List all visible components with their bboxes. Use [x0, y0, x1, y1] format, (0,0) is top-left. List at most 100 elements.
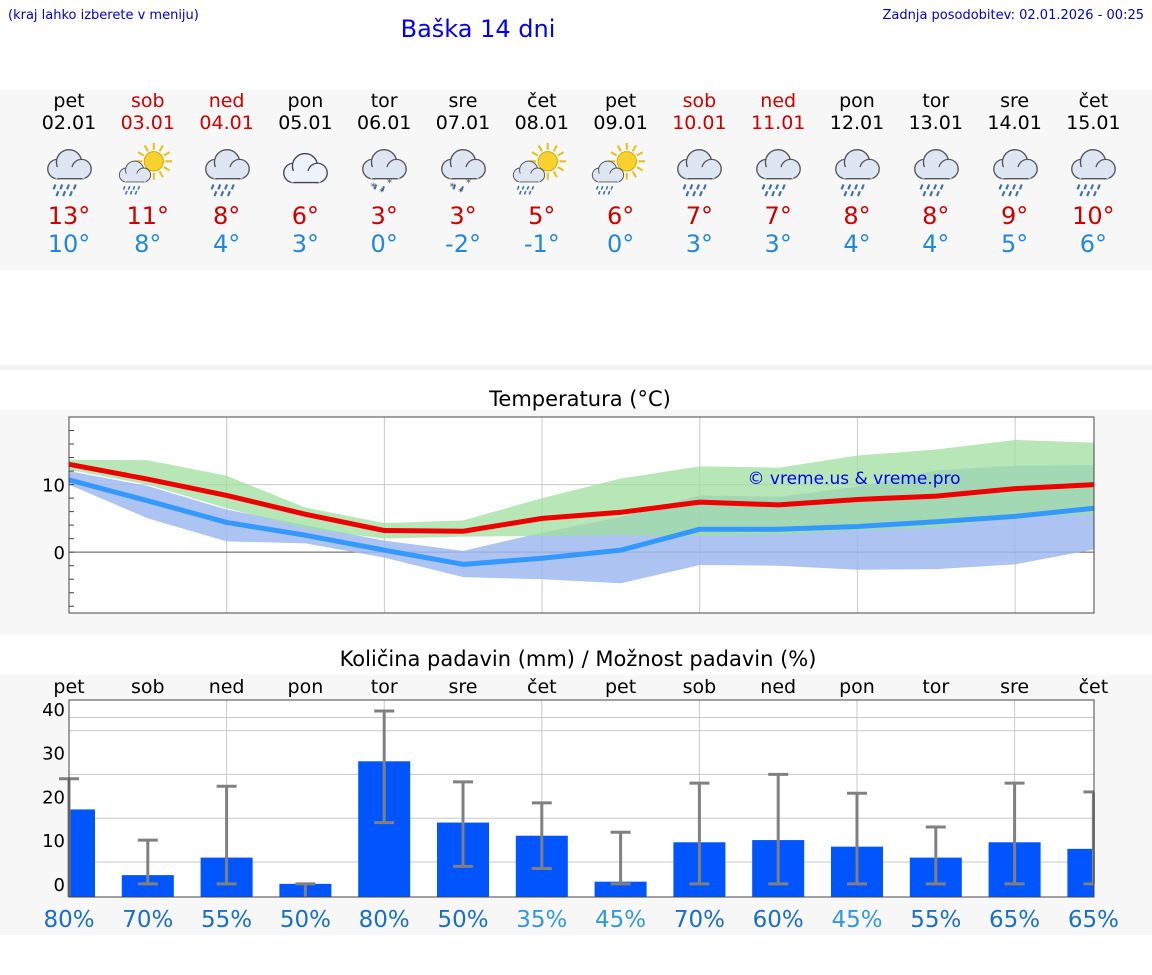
day-date: 05.01 [278, 112, 333, 134]
day-name: sre [1000, 90, 1030, 112]
day-column: pon 12.01 8° 4° [818, 90, 896, 258]
day-date: 14.01 [987, 112, 1042, 134]
day-name: pet [53, 90, 85, 112]
temp-min: 4° [212, 230, 241, 258]
day-date: 03.01 [120, 112, 175, 134]
temp-min: 10° [47, 230, 91, 258]
day-name: pon [287, 90, 324, 112]
precip-bar [594, 881, 647, 897]
day-column: sob 10.01 7° 3° [660, 90, 738, 258]
temp-max: 9° [1000, 202, 1029, 230]
location-hint: (kraj lahko izberete v meniju) [8, 8, 199, 23]
temp-max: 3° [370, 202, 398, 230]
temperature-chart-title: Temperatura (°C) [489, 387, 671, 411]
sun-cloud-rain-icon [591, 142, 645, 195]
day-date: 12.01 [829, 112, 885, 134]
temp-min: 8° [134, 230, 162, 258]
day-column: čet 08.01 5° -1° [503, 90, 581, 258]
temp-max: 8° [922, 202, 950, 230]
max-temp-line [68, 461, 1095, 534]
day-name: ned [760, 90, 797, 112]
svg-text:*: * [379, 187, 384, 198]
x-tick-label: sre [1000, 676, 1029, 698]
cloud-rain-icon [47, 149, 92, 197]
divider [0, 365, 1152, 370]
day-name: sob [682, 90, 717, 112]
cloud-icon [283, 152, 329, 184]
precip-probability: 35% [516, 907, 567, 933]
precip-probability: 80% [43, 907, 94, 933]
day-column: sob 03.01 11° 8° [109, 90, 187, 258]
day-column: sre 14.01 9° 5° [976, 90, 1054, 258]
precip-probability: 55% [910, 907, 961, 933]
plot-frame [68, 699, 1095, 898]
temp-min: -2° [445, 230, 481, 258]
cloud-rain-icon [204, 149, 250, 197]
precip-bar [1067, 848, 1094, 897]
temp-max: 8° [212, 202, 241, 230]
precip-probability: 65% [989, 907, 1040, 933]
temp-min: 5° [1000, 230, 1029, 258]
min-temp-line [68, 477, 1095, 567]
precipitation-chart-title: Količina padavin (mm) / Možnost padavin … [339, 647, 817, 671]
x-tick-label: tor [922, 676, 949, 698]
x-tick-label: ned [760, 676, 796, 698]
svg-text:*: * [458, 187, 463, 198]
temp-min: -1° [523, 230, 560, 258]
temp-min: 4° [922, 230, 950, 258]
temp-max: 7° [764, 202, 792, 230]
svg-text:*: * [387, 176, 392, 189]
temp-min: 4° [843, 230, 871, 258]
day-name: sob [131, 90, 165, 112]
temp-min: 0° [370, 230, 398, 258]
sun-cloud-rain-icon [118, 142, 172, 195]
sun-cloud-rain-icon [512, 142, 566, 195]
temp-max: 10° [1072, 202, 1115, 230]
last-update: Zadnja posodobitev: 02.01.2026 - 00:25 [882, 8, 1144, 23]
y-tick-label: 10 [42, 476, 65, 497]
day-name: ned [208, 90, 245, 112]
precip-probability: 70% [122, 907, 173, 933]
day-date: 06.01 [356, 112, 412, 134]
temp-max: 6° [606, 202, 635, 230]
page-title: Baška 14 dni [400, 15, 556, 43]
precip-probability: 45% [831, 907, 882, 933]
day-column: ned 04.01 8° 4° [188, 90, 266, 258]
y-tick-label: 0 [54, 543, 65, 564]
precipitation-chart: pet sob ned pon tor sre čet pet sob ned pon tor sre č… [42, 676, 1119, 933]
precip-probability: 45% [595, 907, 646, 933]
precip-probability: 50% [280, 907, 331, 933]
temp-max: 8° [843, 202, 871, 230]
precip-probability: 65% [1068, 907, 1119, 933]
x-tick-label: pet [605, 676, 636, 698]
cloud-rain-icon [835, 149, 880, 197]
precip-probability: 50% [437, 907, 488, 933]
precip-probability: 60% [753, 907, 804, 933]
day-name: tor [922, 90, 950, 112]
day-name: pet [604, 90, 637, 112]
temperature-chart: 0 10 © vreme.us & vreme.pro [42, 416, 1095, 614]
day-name: tor [370, 90, 398, 112]
day-date: 10.01 [672, 112, 727, 134]
precip-bar [69, 809, 95, 897]
x-tick-label: pon [839, 676, 875, 698]
day-date: 13.01 [908, 112, 963, 134]
y-tick-label: 30 [42, 744, 65, 765]
x-tick-label: pet [53, 676, 84, 698]
day-name: sre [448, 90, 478, 112]
x-tick-label: sre [449, 676, 478, 698]
x-tick-label: čet [527, 676, 557, 698]
x-tick-label: sob [131, 676, 165, 698]
precip-bar [121, 875, 174, 897]
day-column: tor 06.01 * * * 3° 0° [345, 90, 423, 258]
temp-max: 6° [291, 202, 320, 230]
temp-max: 13° [47, 202, 91, 230]
cloud-sleet-icon: * * * [362, 149, 408, 198]
x-tick-label: tor [371, 676, 398, 698]
y-tick-label: 10 [42, 831, 65, 852]
day-date: 11.01 [750, 112, 806, 134]
temp-max: 5° [528, 202, 556, 230]
day-date: 07.01 [435, 112, 491, 134]
watermark: © vreme.us & vreme.pro [747, 469, 960, 489]
y-tick-label: 40 [42, 700, 65, 721]
